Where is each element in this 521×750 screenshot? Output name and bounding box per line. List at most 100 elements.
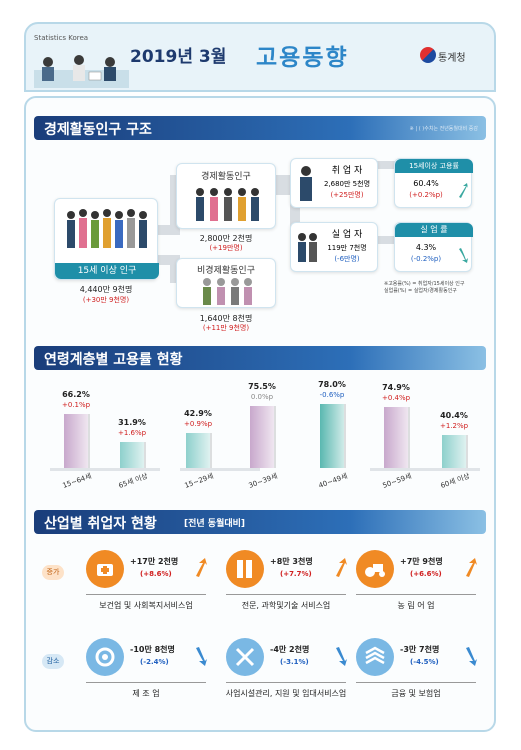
trend-down-arrow-icon: [464, 646, 478, 670]
bar-value-label: 74.9%: [382, 383, 410, 392]
age-category-label: 40~49세: [317, 472, 349, 490]
age-employment-chart: 66.2% +0.1%p 15~64세 31.9% +1.6%p 65세 이상 42.9% +…: [40, 376, 490, 496]
pop15-change: (+30만 9천명): [82, 296, 130, 304]
trend-down-arrow-icon: [334, 646, 348, 670]
employed-icon: [300, 166, 312, 201]
industry-change-value: -4만 2천명: [270, 645, 310, 654]
science-icon: [226, 550, 264, 588]
inactive-label: 비경제활동인구: [197, 266, 255, 276]
industry-item: -3만 7천명 (-4.5%) 금융 및 보험업: [356, 638, 486, 713]
industry-divider: [226, 682, 346, 683]
gear-icon: [86, 638, 124, 676]
section-header-age: 연령계층별 고용률 현황: [34, 346, 486, 370]
industry-name: 농 림 어 업: [397, 601, 435, 610]
bar-change-label: +1.2%p: [439, 422, 469, 430]
industry-change-value: -10만 8천명: [130, 645, 175, 654]
bar-change-label: -0.6%p: [319, 391, 345, 399]
emp-rate-value: 60.4%: [413, 179, 439, 188]
industry-divider: [356, 594, 476, 595]
bar-change-label: +1.6%p: [117, 429, 147, 437]
tools-icon: [226, 638, 264, 676]
unemp-rate-change: (-0.2%p): [410, 255, 442, 263]
industry-change-percent: (+7.7%): [280, 570, 312, 578]
pop15-value: 4,440만 9천명: [79, 285, 133, 294]
section-title: 산업별 취업자 현황: [44, 516, 157, 532]
unemployed-label: 실 업 자: [331, 230, 363, 240]
industry-divider: [86, 682, 206, 683]
trend-up-arrow-icon: [334, 558, 348, 582]
industry-change-percent: (-2.4%): [140, 658, 169, 666]
bar-value-label: 42.9%: [184, 409, 212, 418]
employed-value: 2,680만 5천명: [323, 180, 371, 188]
crowd-icon: [67, 209, 147, 248]
bar-change-label: +0.9%p: [183, 420, 213, 428]
section-title: 경제활동인구 구조: [44, 122, 152, 138]
unemp-rate-card: 실 업 률 4.3% (-0.2%p): [394, 222, 473, 272]
industry-name: 제 조 업: [132, 689, 160, 698]
industry-change-value: +8만 3천명: [270, 557, 313, 566]
bar-change-label: +0.1%p: [61, 401, 91, 409]
bar-value-label: 78.0%: [318, 380, 346, 389]
bar-change-label: +0.4%p: [381, 394, 411, 402]
age-category-label: 30~39세: [247, 472, 279, 490]
finance-icon: [356, 638, 394, 676]
unemployed-icon: [298, 233, 317, 262]
employed-label: 취 업 자: [331, 166, 363, 176]
age-category-label: 15~64세: [61, 472, 93, 490]
agency-name: 통계청: [438, 53, 466, 64]
industry-item: -10만 8천명 (-2.4%) 제 조 업: [86, 638, 216, 713]
emp-rate-label: 15세이상 고용률: [395, 159, 473, 173]
formula-unemp: 실업률(%) = 실업자/경제활동인구: [384, 288, 457, 294]
chart-bar: [442, 435, 466, 468]
chart-bar: [186, 433, 210, 468]
bar-value-label: 31.9%: [118, 418, 146, 427]
industry-item: +17만 2천명 (+8.6%) 보건업 및 사회복지서비스업: [86, 550, 216, 625]
industry-divider: [356, 682, 476, 683]
bar-change-label: 0.0%p: [250, 393, 274, 401]
agency-logo-icon: [420, 47, 436, 63]
chart-bar: [320, 404, 344, 468]
unemployed-value: 119만 7천명: [327, 244, 367, 252]
active-label: 경제활동인구: [201, 172, 251, 182]
industry-item: -4만 2천명 (-3.1%) 사업시설관리, 지원 및 임대서비스업: [226, 638, 356, 713]
industry-change-percent: (+8.6%): [140, 570, 172, 578]
header-subtitle: Statistics Korea: [34, 34, 89, 42]
emp-rate-card: 15세이상 고용률 60.4% (+0.2%p): [394, 158, 473, 208]
trend-up-arrow-icon: [194, 558, 208, 582]
decrease-tag: 감소: [42, 654, 64, 669]
chart-bar: [64, 414, 88, 468]
employed-change: (+25만명): [330, 191, 364, 199]
section-header-industry: 산업별 취업자 현황 [전년 동월대비]: [34, 510, 486, 534]
industry-name: 사업시설관리, 지원 및 임대서비스업: [225, 689, 347, 698]
industry-change-value: +17만 2천명: [130, 557, 179, 566]
active-value: 2,800만 2천명: [199, 234, 253, 243]
trend-down-arrow-icon: [194, 646, 208, 670]
chart-bar: [250, 406, 274, 468]
chart-bar: [384, 407, 408, 468]
age-category-label: 60세 이상: [439, 472, 471, 490]
header-date: 2019년 3월: [130, 47, 227, 67]
bar-value-label: 40.4%: [440, 411, 468, 420]
industry-change-value: +7만 9천명: [400, 557, 443, 566]
bar-value-label: 66.2%: [62, 390, 90, 399]
section-title: 연령계층별 고용률 현황: [44, 352, 183, 368]
unemployed-card: 실 업 자 119만 7천명 (-6만명): [290, 222, 378, 272]
chart-baseline: [50, 468, 160, 471]
farm-icon: [356, 550, 394, 588]
employed-card: 취 업 자 2,680만 5천명 (+25만명): [290, 158, 378, 208]
age-category-label: 15~29세: [183, 472, 215, 490]
industry-change-value: -3만 7천명: [400, 645, 440, 654]
industry-change-percent: (+6.6%): [410, 570, 442, 578]
inactive-card: 비경제활동인구: [176, 258, 276, 308]
bar-value-label: 75.5%: [248, 382, 276, 391]
unemp-rate-value: 4.3%: [415, 243, 437, 252]
chart-baseline: [370, 468, 480, 471]
industry-divider: [226, 594, 346, 595]
formula-note: ※고용률(%) = 취업자/15세이상 인구 실업률(%) = 실업자/경제활동…: [384, 281, 474, 295]
age-category-label: 65세 이상: [117, 472, 149, 490]
inactive-value: 1,640만 8천명: [199, 314, 253, 323]
section-subtitle: [전년 동월대비]: [184, 519, 246, 529]
trend-up-arrow-icon: [464, 558, 478, 582]
formula-emp: ※고용률(%) = 취업자/15세이상 인구: [384, 281, 465, 287]
people-illustration: [34, 55, 129, 88]
